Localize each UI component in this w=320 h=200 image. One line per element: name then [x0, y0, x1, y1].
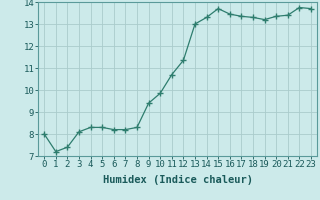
X-axis label: Humidex (Indice chaleur): Humidex (Indice chaleur) [103, 175, 252, 185]
